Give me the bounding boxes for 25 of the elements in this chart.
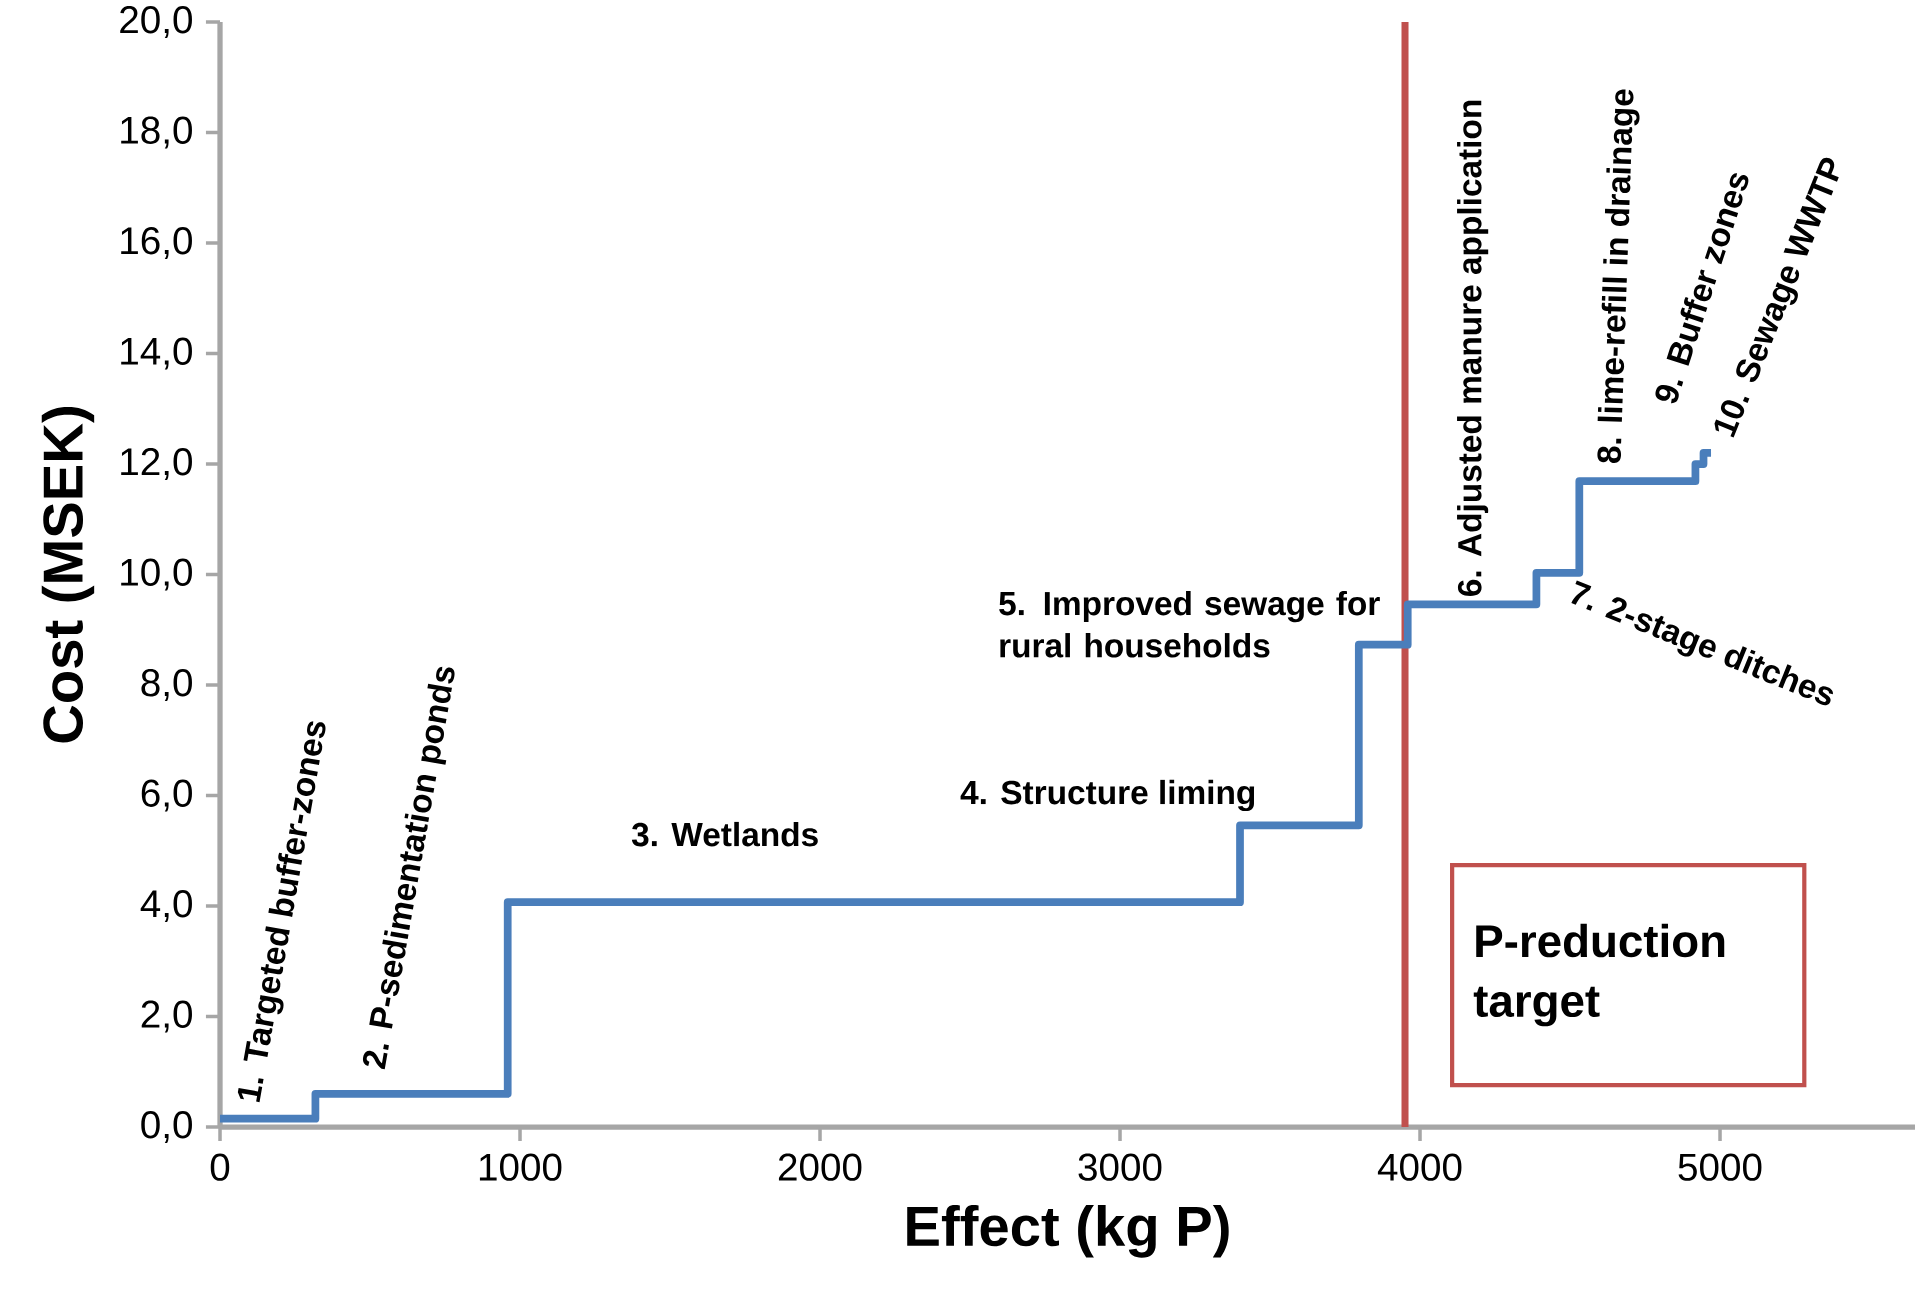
x-axis-title: Effect (kg P) [907, 1205, 1229, 1258]
x-tick-label: 2000 [778, 1153, 862, 1181]
x-tick-label: 0 [210, 1153, 230, 1181]
y-tick-label: 10,0 [121, 558, 192, 591]
x-tick-label: 3000 [1078, 1153, 1162, 1181]
y-tick-label: 0,0 [141, 1111, 192, 1143]
x-tick-label: 4000 [1377, 1153, 1462, 1181]
annotation: 5. Improved sewage for rural households [999, 590, 1380, 658]
y-tick-label: 18,0 [121, 116, 192, 149]
annotation: 3. Wetlands [631, 821, 818, 847]
y-tick-label: 6,0 [141, 779, 192, 812]
y-tick-label: 12,0 [121, 448, 192, 480]
y-tick-label: 20,0 [120, 6, 192, 38]
y-tick-label: 2,0 [141, 1000, 192, 1033]
y-tick-label: 14,0 [121, 337, 192, 370]
y-tick-label: 8,0 [141, 669, 192, 701]
x-tick-label: 1000 [479, 1153, 562, 1181]
annotation: 6. Adjusted manure application [1457, 100, 1489, 596]
annotation: 8. lime-refill in drainage [1597, 89, 1640, 464]
y-axis-title: Cost (MSEK) [41, 407, 95, 743]
ref-line-label: P-reduction target [1473, 923, 1725, 1027]
y-tick-label: 4,0 [140, 890, 192, 922]
x-tick-label: 5000 [1678, 1153, 1762, 1181]
annotation: 4. Structure liming [960, 779, 1255, 812]
y-tick-label: 16,0 [121, 227, 192, 259]
